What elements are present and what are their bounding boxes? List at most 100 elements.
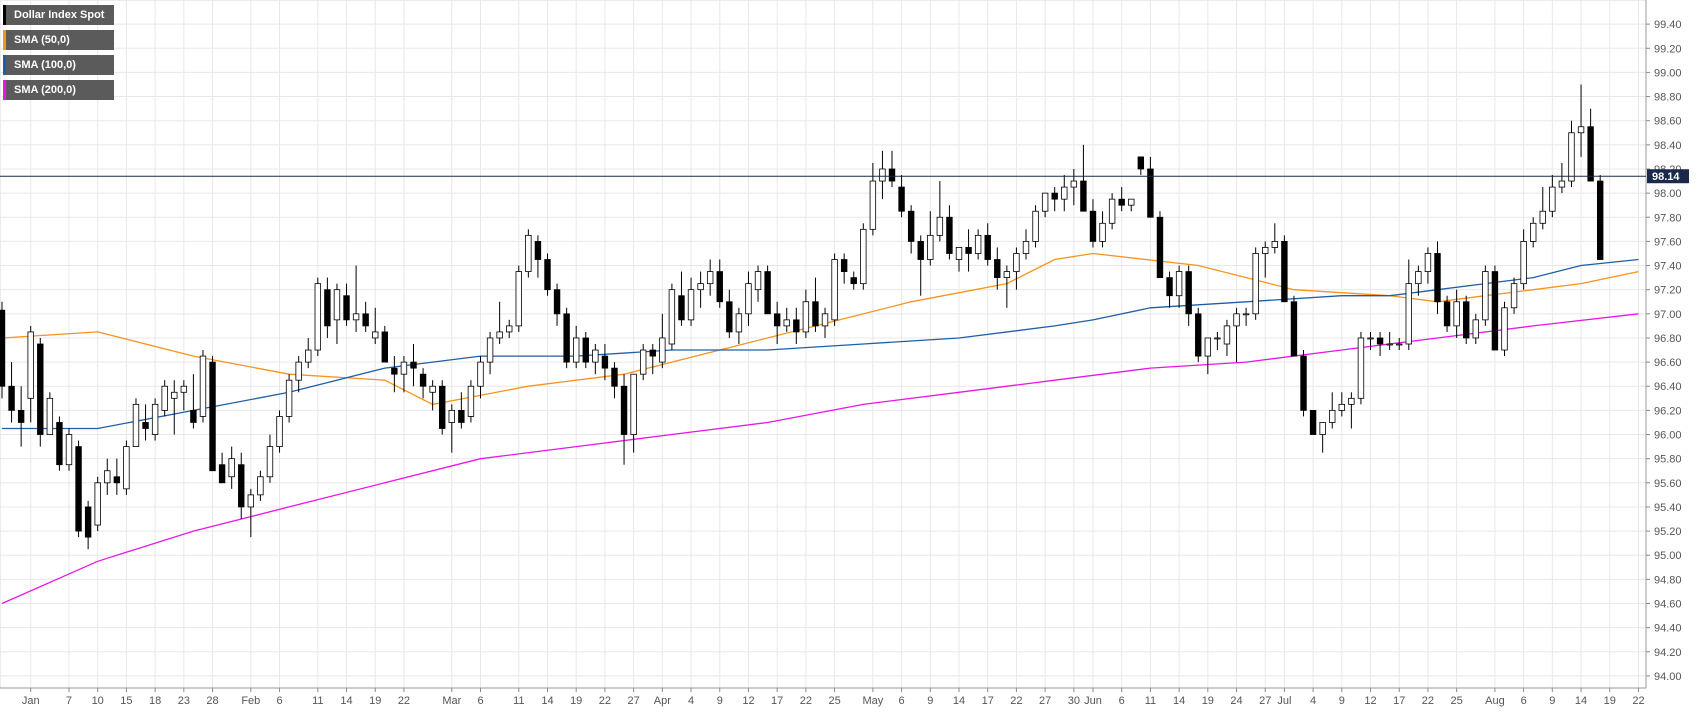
candle-body — [180, 385, 188, 393]
candle-body — [1520, 241, 1527, 285]
y-tick-label: 98.00 — [1654, 188, 1682, 200]
legend-label: SMA (200,0) — [14, 84, 76, 96]
candle-body — [496, 331, 503, 339]
candle-body — [199, 355, 207, 417]
legend-swatch — [3, 5, 6, 25]
candle-body — [362, 313, 369, 327]
candle-body — [1137, 156, 1145, 170]
x-tick-label: 19 — [1202, 695, 1214, 707]
candle-body — [381, 331, 388, 363]
candle-body — [276, 416, 283, 447]
x-tick-label: 25 — [828, 695, 840, 707]
candle-body — [228, 458, 235, 478]
candle-body — [582, 337, 589, 363]
candle-body — [592, 349, 599, 363]
candle-body — [1309, 409, 1317, 435]
y-tick-label: 96.80 — [1654, 333, 1682, 345]
candle-body — [1185, 271, 1192, 315]
y-tick-label: 95.80 — [1654, 454, 1682, 466]
candle-body — [678, 295, 685, 321]
candle-body — [1424, 253, 1432, 272]
candle-body — [1223, 325, 1231, 345]
candle-body — [1367, 337, 1374, 340]
candle-body — [831, 259, 838, 321]
x-tick-label: 9 — [1549, 695, 1555, 707]
x-tick-label: 6 — [1119, 695, 1125, 707]
candle-body — [17, 409, 25, 423]
candle-body — [257, 476, 264, 496]
candle-body — [1539, 210, 1546, 224]
candle-body — [65, 434, 73, 466]
x-tick-label: Mar — [442, 695, 461, 707]
candle-body — [1032, 210, 1039, 242]
candle-body — [1089, 210, 1097, 242]
candle-body — [295, 361, 302, 381]
candle-body — [898, 186, 905, 212]
candle-body — [1472, 319, 1479, 339]
candle-body — [1262, 247, 1269, 254]
x-tick-label: 18 — [149, 695, 161, 707]
y-tick-label: 95.20 — [1654, 526, 1682, 538]
x-tick-label: Jan — [22, 695, 40, 707]
x-tick-label: 19 — [369, 695, 381, 707]
candle-body — [1348, 397, 1355, 405]
candle-body — [151, 403, 159, 435]
candle-body — [1415, 271, 1422, 285]
y-tick-label: 97.80 — [1654, 212, 1682, 224]
candle-body — [745, 283, 752, 315]
last-price-label: 98.14 — [1652, 171, 1680, 183]
candle-body — [1300, 355, 1307, 411]
candle-body — [1510, 283, 1518, 309]
candle-body — [927, 234, 934, 260]
y-tick-label: 95.60 — [1654, 478, 1682, 490]
candle-body — [84, 506, 92, 538]
candle-body — [1003, 271, 1011, 279]
x-tick-label: 22 — [599, 695, 611, 707]
candle-body — [467, 385, 475, 417]
candle-body — [1281, 241, 1288, 303]
candle-body — [1041, 192, 1049, 212]
candle-body — [716, 271, 723, 303]
candle-body — [1051, 192, 1058, 200]
candle-body — [735, 313, 743, 333]
candle-body — [1166, 277, 1173, 297]
x-tick-label: 9 — [927, 695, 933, 707]
x-tick-label: 6 — [899, 695, 905, 707]
x-tick-label: 12 — [1364, 695, 1376, 707]
x-tick-label: Aug — [1485, 695, 1505, 707]
legend-item-sma-50: SMA (50,0) — [3, 30, 115, 50]
x-tick-label: 27 — [1039, 695, 1051, 707]
candle-body — [1022, 241, 1030, 254]
candle-body — [1099, 222, 1106, 242]
candle-body — [687, 289, 695, 321]
y-tick-label: 99.00 — [1654, 67, 1682, 79]
y-tick-label: 94.60 — [1654, 599, 1682, 611]
x-tick-label: 22 — [1632, 695, 1644, 707]
candle-body — [764, 271, 771, 315]
chart-legend: Dollar Index Spot SMA (50,0) SMA (100,0)… — [3, 5, 115, 105]
x-tick-label: 9 — [1339, 695, 1345, 707]
y-tick-label: 94.20 — [1654, 647, 1682, 659]
x-tick-label: 27 — [627, 695, 639, 707]
candle-body — [372, 331, 379, 339]
candle-body — [429, 385, 436, 393]
candle-body — [161, 385, 168, 411]
y-tick-label: 97.00 — [1654, 309, 1682, 321]
candle-body — [630, 373, 637, 435]
candle-body — [1175, 271, 1183, 297]
candle-body — [113, 476, 121, 484]
candle-body — [783, 319, 790, 327]
candle-body — [879, 168, 886, 182]
candle-body — [56, 422, 63, 466]
candle-body — [1290, 301, 1298, 357]
candle-body — [907, 210, 915, 242]
candle-body — [1596, 180, 1604, 260]
x-tick-label: 15 — [120, 695, 132, 707]
x-tick-label: 19 — [1604, 695, 1616, 707]
x-tick-label: 12 — [742, 695, 754, 707]
x-tick-label: 22 — [398, 695, 410, 707]
candle-body — [238, 464, 245, 508]
candle-body — [27, 331, 34, 399]
y-tick-label: 97.40 — [1654, 261, 1682, 273]
